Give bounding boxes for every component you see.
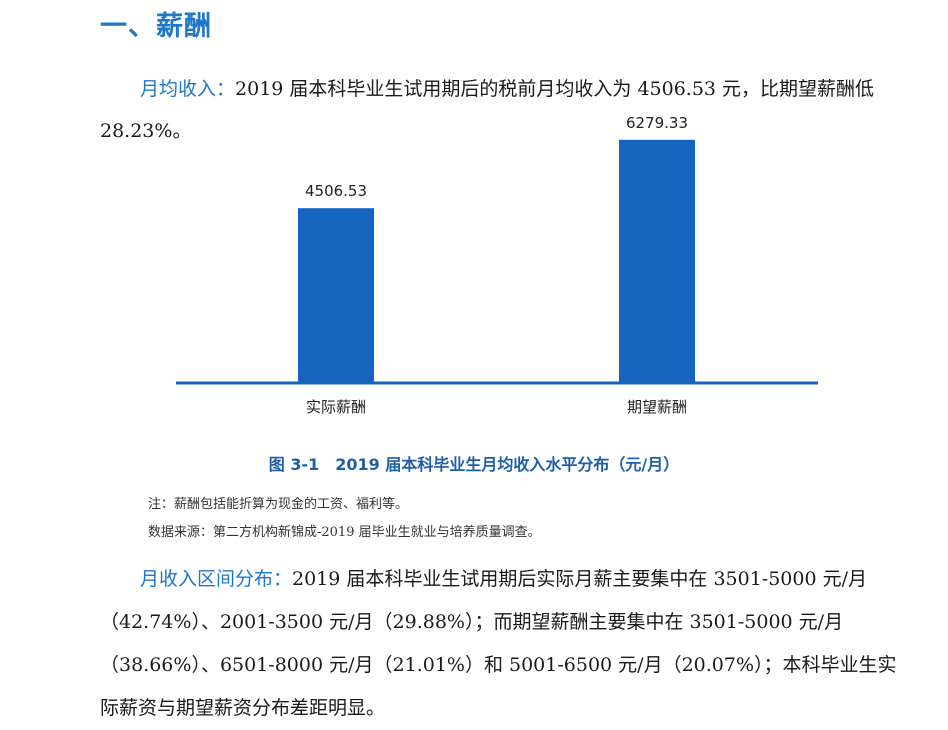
income-range-paragraph: 月收入区间分布：2019 届本科毕业生试用期后实际月薪主要集中在 3501-50… (100, 558, 900, 730)
income-range-text: 2019 届本科毕业生试用期后实际月薪主要集中在 3501-5000 元/月（4… (100, 568, 897, 719)
figure-caption: 图 3-1 2019 届本科毕业生月均收入水平分布（元/月） (268, 455, 680, 474)
monthly-income-lead: 月均收入： (140, 78, 236, 100)
chart-note: 注：薪酬包括能折算为现金的工资、福利等。 (148, 497, 409, 512)
bar-2 (619, 139, 695, 382)
income-bar-chart: 4506.53 实际薪酬 6279.33 期望薪酬 (176, 114, 818, 416)
bar-value-label: 4506.53 (305, 182, 367, 200)
monthly-income-text: 2019 届本科毕业生试用期后的税前月均收入为 4506.53 元，比期望薪酬低… (100, 78, 875, 142)
monthly-income-paragraph: 月均收入：2019 届本科毕业生试用期后的税前月均收入为 4506.53 元，比… (100, 68, 900, 152)
bar-value-label: 6279.33 (626, 114, 688, 132)
bar-1 (298, 208, 374, 382)
data-source-note: 数据来源：第二方机构新锦成-2019 届毕业生就业与培养质量调查。 (148, 525, 541, 540)
section-title: 一、薪酬 (100, 11, 212, 42)
category-label: 期望薪酬 (627, 398, 687, 416)
income-range-lead: 月收入区间分布： (140, 568, 293, 590)
category-label: 实际薪酬 (306, 398, 366, 416)
